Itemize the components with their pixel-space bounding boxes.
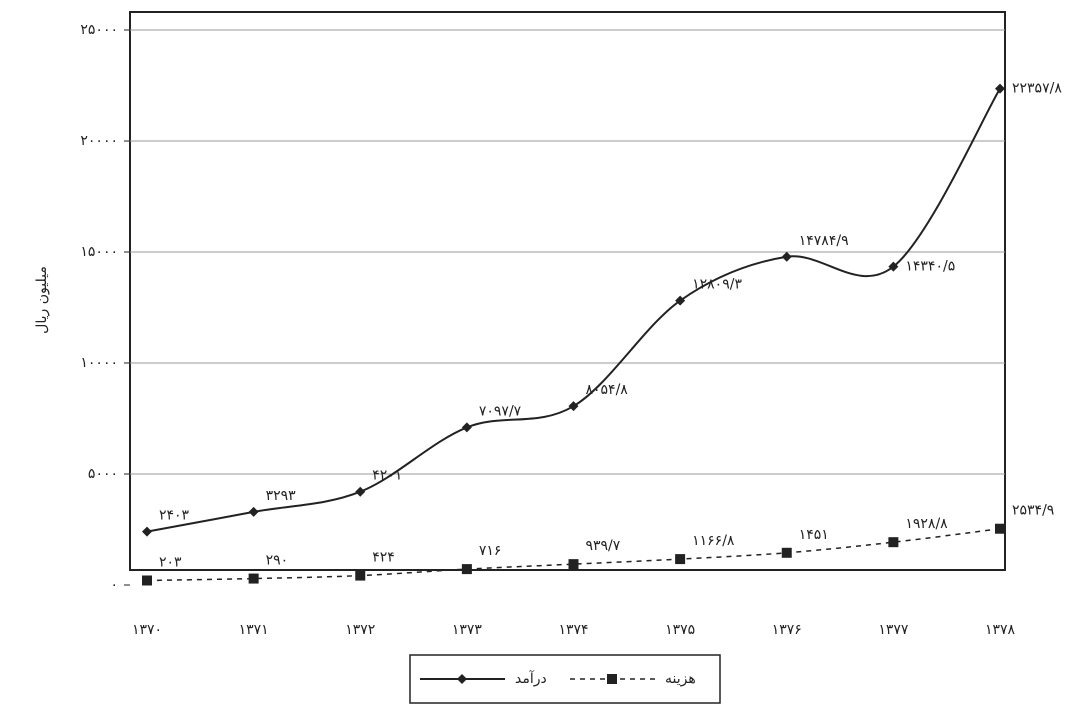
point [675,554,686,565]
y-tick-label: ۱۵۰۰۰ [80,244,118,260]
value-label: ۷۰۹۷/۷ [479,403,522,419]
y-tick-label: ۲۰۰۰۰ [80,133,118,149]
value-label: ۱۴۷۸۴/۹ [799,233,849,249]
legend-marker [457,674,467,684]
x-tick-label: ۱۳۷۵ [665,622,695,638]
point [888,261,899,272]
legend-marker [607,674,617,684]
y-axis-label: میلیون ریال [34,266,50,334]
point [781,251,792,262]
x-tick-label: ۱۳۷۶ [772,622,802,638]
x-tick-label: ۱۳۷۷ [878,622,909,638]
point [568,401,579,412]
value-label: ۱۴۵۱ [799,527,829,543]
x-tick-label: ۱۳۷۰ [132,622,162,638]
point [461,422,472,433]
point [568,559,579,570]
point [461,564,472,575]
x-tick-label: ۱۳۷۸ [985,622,1016,638]
x-tick-label: ۱۳۷۴ [558,622,588,638]
x-tick-label: ۱۳۷۲ [345,622,375,638]
value-label: ۴۲۰۱ [372,468,402,484]
x-tick-label: ۱۳۷۱ [239,622,269,638]
value-label: ۱۴۳۴۰/۵ [905,259,955,275]
point [355,570,366,581]
y-tick-label: ۲۵۰۰۰ [80,22,118,38]
point [248,506,259,517]
point [355,486,366,497]
value-label: ۱۲۸۰۹/۳ [692,277,742,293]
value-label: ۳۲۹۳ [266,488,297,504]
value-label: ۲۲۳۵۷/۸ [1012,81,1062,97]
point [142,526,152,537]
value-label: ۲۵۳۴/۹ [1012,503,1054,519]
point [995,523,1005,534]
value-label: ۴۲۴ [372,550,395,566]
value-label: ۱۱۶۶/۸ [692,533,735,549]
value-label: ۱۹۲۸/۸ [905,516,948,532]
series-line [146,88,1001,533]
legend-label: درآمد [515,670,547,687]
point [995,83,1005,94]
value-label: ۷۱۶ [479,543,502,559]
legend-label: هزینه [665,671,696,687]
y-tick-label: ۵۰۰۰ [88,466,118,482]
point [142,575,152,586]
point [781,547,792,558]
x-tick-label: ۱۳۷۳ [452,622,483,638]
value-label: ۲۹۰ [266,553,289,569]
point [888,537,899,548]
y-tick-label: ۰ [110,577,118,593]
value-label: ۲۰۳ [159,554,182,570]
value-label: ۸۰۵۴/۸ [586,382,629,398]
point [675,295,686,306]
value-label: ۲۴۰۳ [159,508,190,524]
point [248,573,259,584]
y-tick-label: ۱۰۰۰۰ [80,355,118,371]
plot-frame [129,11,1006,571]
value-label: ۹۳۹/۷ [586,538,621,554]
